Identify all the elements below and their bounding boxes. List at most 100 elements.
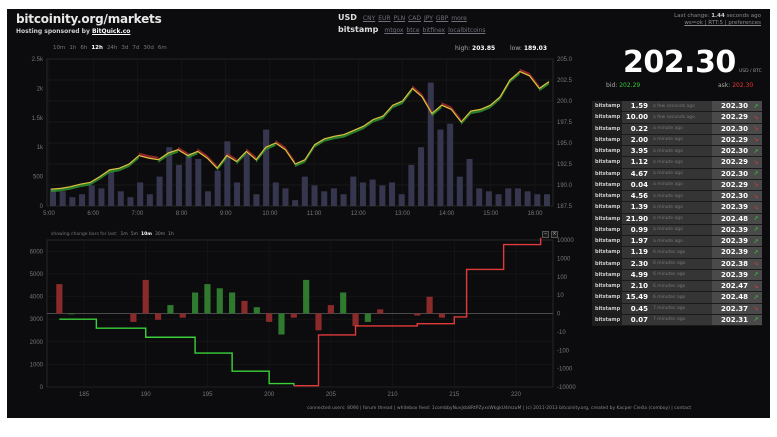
trade-row: bitstamp 0.04 a minute ago 202.29 ↘	[592, 179, 762, 191]
depth-axis-tick: 6000	[30, 249, 44, 255]
depth-axis-tick: 0	[40, 385, 44, 391]
volume-bar	[447, 123, 454, 206]
change-range-1h[interactable]: 1h	[168, 232, 174, 237]
trade-exchange: bitstamp	[592, 292, 622, 303]
price-band-segment	[314, 138, 325, 148]
price-band-segment	[109, 168, 120, 173]
asks-line	[293, 237, 542, 387]
last-change-label: Last change:	[674, 13, 710, 19]
change-axis-tick: 0	[557, 312, 561, 318]
trade-amount: 4.67	[622, 168, 650, 179]
volume-bar	[476, 188, 483, 206]
trade-amount: 1.39	[622, 202, 650, 213]
change-range-1m[interactable]: 1m	[120, 232, 128, 237]
trade-price: 202.39	[712, 224, 750, 235]
time-axis-tick: 5:00	[43, 211, 55, 217]
last-change-suffix: seconds ago	[726, 13, 761, 19]
trade-exchange: bitstamp	[592, 101, 622, 112]
range-10m[interactable]: 10m	[53, 45, 66, 51]
range-6m[interactable]: 6m	[157, 45, 167, 51]
range-1h[interactable]: 1h	[69, 45, 77, 51]
trade-amount: 15.49	[622, 292, 650, 303]
price-band-segment	[158, 153, 169, 163]
currency-option-jpy[interactable]: JPY	[423, 15, 433, 22]
currency-option-pln[interactable]: PLN	[393, 15, 406, 22]
change-range-30m[interactable]: 30m	[154, 232, 166, 237]
volume-bar	[485, 191, 492, 206]
price-band-segment	[197, 148, 208, 159]
exchange-option-localbitcoins[interactable]: localbitcoins	[448, 27, 486, 34]
currency-option-gbp[interactable]: GBP	[435, 15, 449, 22]
price-band-segment	[226, 152, 237, 162]
exchange-option-mtgox[interactable]: mtgox	[384, 27, 404, 34]
trade-time: a minute ago	[650, 236, 712, 247]
range-24h[interactable]: 24h	[106, 45, 118, 51]
volume-bar	[369, 179, 376, 206]
trade-exchange: bitstamp	[592, 236, 622, 247]
volume-bar	[321, 191, 328, 206]
price-axis-tick: 195.0	[557, 141, 573, 147]
change-axis-tick: -1000	[557, 367, 573, 373]
change-bar	[352, 313, 359, 327]
trade-row: bitstamp 4.67 a minute ago 202.30 ↗	[592, 168, 762, 180]
volume-bar	[350, 176, 357, 206]
change-bar	[253, 307, 260, 314]
price-band-segment	[480, 105, 491, 113]
range-3d[interactable]: 3d	[121, 45, 129, 51]
currency-selected[interactable]: USD	[338, 13, 357, 22]
price-band-segment	[138, 152, 149, 159]
change-bar	[303, 279, 310, 314]
trade-exchange: bitstamp	[592, 134, 622, 145]
trade-time: a minute ago	[650, 168, 712, 179]
depth-x-tick: 205	[326, 392, 337, 398]
depth-x-tick: 200	[264, 392, 275, 398]
volume-bar	[156, 176, 163, 206]
trade-amount: 4.99	[622, 269, 650, 280]
volume-bar	[243, 153, 250, 206]
change-range-10m[interactable]: 10m	[141, 232, 152, 237]
depth-x-tick: 195	[202, 392, 213, 398]
sponsor-link[interactable]: BitQuick.co	[91, 28, 131, 35]
price-axis-tick: 190.0	[557, 183, 573, 189]
currency-option-cad[interactable]: CAD	[408, 15, 421, 22]
trade-amount: 2.10	[622, 281, 650, 292]
currency-option-eur[interactable]: EUR	[378, 15, 391, 22]
time-axis-tick: 7:00	[132, 211, 144, 217]
close-chart-button[interactable]: ×	[551, 231, 558, 238]
low-stat: low: 189.03	[510, 45, 547, 52]
change-axis-tick: 1000	[557, 256, 571, 262]
depth-x-tick: 190	[141, 392, 152, 398]
exchange-option-bitfinex[interactable]: bitfinex	[422, 27, 446, 34]
change-range-5m[interactable]: 5m	[130, 232, 139, 237]
zoom-out-button[interactable]: −	[542, 231, 549, 238]
currency-option-cny[interactable]: CNY	[362, 15, 376, 22]
volume-bar	[466, 158, 473, 206]
change-bar	[154, 313, 162, 320]
range-7d[interactable]: 7d	[132, 45, 140, 51]
volume-bar	[408, 164, 415, 206]
change-bar	[167, 305, 174, 314]
change-bar	[364, 313, 371, 322]
exchange-selected[interactable]: bitstamp	[338, 25, 379, 34]
currency-option-more[interactable]: more	[451, 15, 467, 22]
arrow-up-icon: ↗	[750, 213, 762, 224]
time-axis-tick: 11:00	[307, 211, 322, 217]
trade-price: 202.39	[712, 202, 750, 213]
bid-label: bid:	[606, 82, 618, 89]
exchange-option-btce[interactable]: btce	[406, 27, 420, 34]
trade-time: a minute ago	[650, 134, 712, 145]
range-30d[interactable]: 30d	[143, 45, 154, 51]
range-6h[interactable]: 6h	[80, 45, 88, 51]
site-title[interactable]: bitcoinity.org/markets	[16, 12, 162, 26]
status-links[interactable]: ws=ok | RTT:5 | preferences	[684, 20, 761, 26]
trade-price: 202.31	[712, 314, 750, 325]
trade-exchange: bitstamp	[592, 191, 622, 202]
depth-x-tick: 210	[388, 392, 399, 398]
change-controls: showing change bars for last: 1m 5m 10m 30m 1…	[51, 232, 180, 237]
arrow-down-icon: ↘	[750, 191, 762, 202]
volume-bar	[204, 191, 211, 206]
change-axis-tick: -10000	[557, 385, 576, 391]
high-stat: high: 203.85	[455, 45, 495, 52]
range-12h[interactable]: 12h	[91, 45, 103, 51]
high-value: 203.85	[472, 45, 496, 52]
